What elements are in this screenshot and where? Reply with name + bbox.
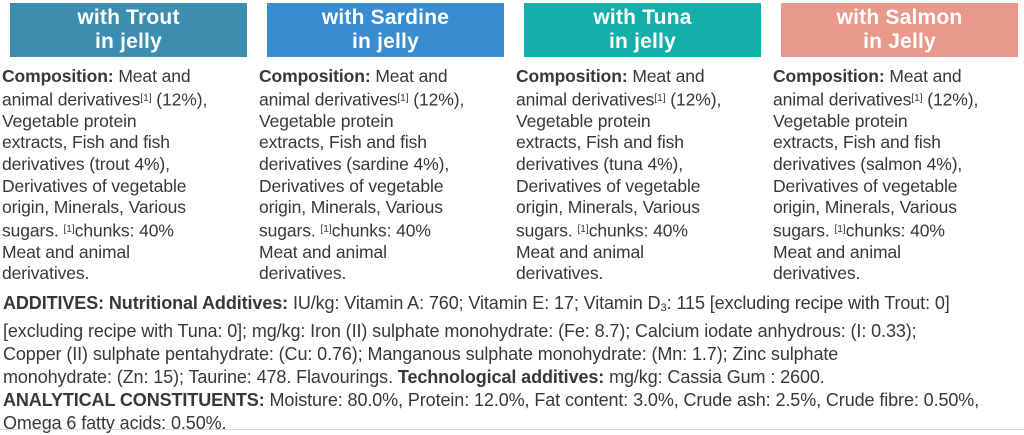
variant-column-tuna: with Tuna in jelly Composition: Meat and…: [514, 0, 767, 285]
additives-text: ADDITIVES: Nutritional Additives: IU/kg:…: [3, 293, 950, 388]
composition-text-trout: Composition: Meat and animal derivatives[…: [2, 66, 208, 284]
footer-text: ADDITIVES: Nutritional Additives: IU/kg:…: [3, 292, 1021, 435]
variant-header-line2: in Jelly: [863, 30, 936, 53]
variant-header-line1: with Salmon: [836, 6, 963, 29]
variant-header-line2: in jelly: [95, 30, 162, 53]
variant-header-line1: with Sardine: [321, 6, 450, 29]
composition-text-salmon: Composition: Meat and animal derivatives[…: [773, 66, 979, 284]
variant-column-trout: with Trout in jelly Composition: Meat an…: [0, 0, 253, 285]
bottom-divider: [0, 429, 1024, 430]
variant-header-trout: with Trout in jelly: [10, 3, 247, 57]
composition-text-tuna: Composition: Meat and animal derivatives[…: [516, 66, 722, 284]
analytical-text: ANALYTICAL CONSTITUENTS: Moisture: 80.0%…: [3, 390, 980, 434]
variant-header-salmon: with Salmon in Jelly: [781, 3, 1018, 57]
variant-header-line1: with Trout: [77, 6, 180, 29]
variant-header-line1: with Tuna: [593, 6, 692, 29]
variant-header-sardine: with Sardine in jelly: [267, 3, 504, 57]
variant-header-line2: in jelly: [352, 30, 419, 53]
variant-header-tuna: with Tuna in jelly: [524, 3, 761, 57]
variant-header-line2: in jelly: [609, 30, 676, 53]
composition-text-sardine: Composition: Meat and animal derivatives[…: [259, 66, 465, 284]
variant-column-salmon: with Salmon in Jelly Composition: Meat a…: [771, 0, 1024, 285]
variant-column-sardine: with Sardine in jelly Composition: Meat …: [257, 0, 510, 285]
